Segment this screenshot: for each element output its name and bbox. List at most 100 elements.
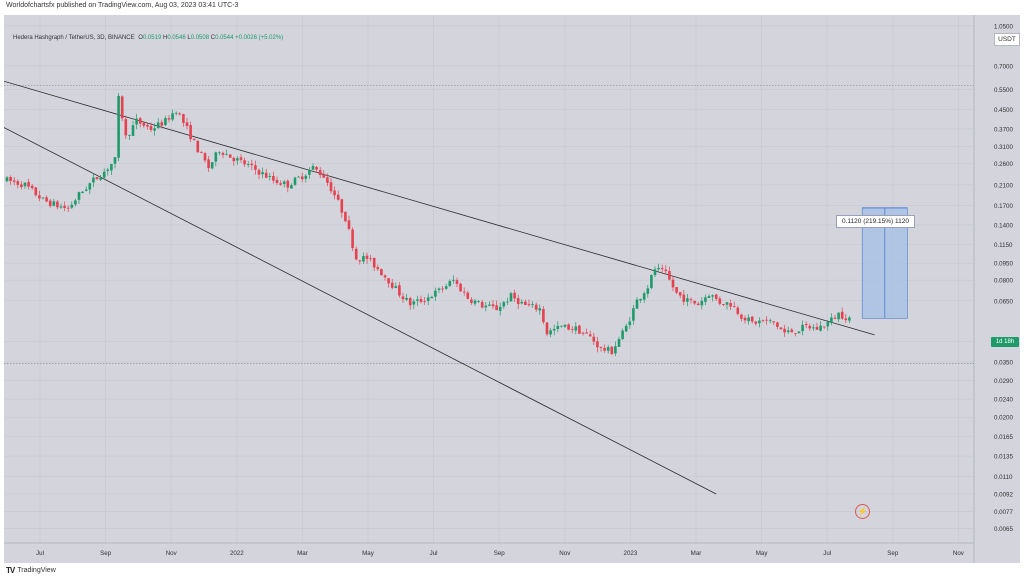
candle <box>124 115 128 139</box>
candle <box>77 191 81 204</box>
time-axis[interactable]: Jul Sep Nov 2022 Mar May Jul Sep Nov 2023 Mar May Ju… <box>36 550 965 557</box>
candle <box>12 177 16 185</box>
candle-body <box>502 302 506 307</box>
price-chart[interactable]: 1.0500 0.7000 0.5500 0.4500 0.3700 0.3100 0.26… <box>4 15 1020 563</box>
time-tick-label: Mar <box>297 550 308 557</box>
candle <box>214 151 218 167</box>
price-tick-label: 0.1700 <box>994 203 1013 210</box>
candle <box>344 211 347 223</box>
candle-body <box>772 321 776 323</box>
candle-body <box>696 303 700 306</box>
candle <box>545 322 549 337</box>
candle-body <box>56 201 59 208</box>
candle-body <box>153 128 156 131</box>
candle-body <box>178 113 182 115</box>
candle-body <box>635 299 639 309</box>
candle <box>635 297 639 309</box>
candle <box>527 299 531 307</box>
candle-body <box>203 153 207 161</box>
currency-button[interactable]: USDT <box>994 33 1020 46</box>
candle <box>603 344 606 353</box>
candle <box>239 154 243 163</box>
candle-body <box>164 118 167 126</box>
time-tick-label: 2023 <box>624 550 638 557</box>
candle <box>473 298 477 306</box>
lightning-icon[interactable]: ⚡ <box>855 504 870 519</box>
candle-body <box>729 303 732 307</box>
candle-body <box>34 187 38 196</box>
candle <box>484 302 488 312</box>
candle <box>16 179 20 189</box>
candle-body <box>585 332 588 334</box>
candle <box>225 149 228 156</box>
candle <box>9 175 12 185</box>
candle-body <box>106 169 110 171</box>
candle <box>477 299 480 303</box>
candle <box>556 321 560 333</box>
candle <box>185 117 189 130</box>
candle <box>135 113 138 130</box>
candle <box>218 151 221 156</box>
candle-body <box>599 347 603 348</box>
candle <box>268 172 272 181</box>
candle-body <box>329 182 333 192</box>
candle-body <box>714 294 718 299</box>
candle <box>308 167 311 179</box>
candle <box>743 315 747 324</box>
chart-area[interactable]: 1.0500 0.7000 0.5500 0.4500 0.3700 0.3100 0.26… <box>4 15 1020 563</box>
candle-body <box>9 176 12 181</box>
candle-body <box>128 135 131 136</box>
high-label: H <box>163 35 168 41</box>
price-axis[interactable]: 1.0500 0.7000 0.5500 0.4500 0.3700 0.3100 0.26… <box>994 23 1013 533</box>
candle-body <box>419 299 423 302</box>
candle-body <box>12 180 16 182</box>
candle <box>200 151 203 154</box>
ohlc-header: Hedera Hashgraph / TetherUS, 3D, BINANCE… <box>13 35 283 41</box>
candle-body <box>138 118 142 124</box>
time-tick-label: 2022 <box>230 550 244 557</box>
candle <box>614 341 617 357</box>
price-tick-label: 0.0200 <box>994 415 1013 422</box>
candle <box>63 201 66 212</box>
candle <box>758 317 761 328</box>
candle <box>707 294 711 299</box>
candle-body <box>779 327 783 330</box>
candle <box>358 259 362 265</box>
price-tick-label: 0.3100 <box>994 144 1013 151</box>
price-tick-label: 0.0110 <box>994 474 1013 481</box>
candle-body <box>790 329 794 333</box>
candle <box>434 287 437 301</box>
candle <box>502 300 506 310</box>
candle-body <box>275 179 279 184</box>
trendlines[interactable] <box>4 80 875 495</box>
candle <box>725 302 729 310</box>
candle <box>56 199 59 210</box>
candle-body <box>700 300 704 306</box>
candle <box>819 320 822 332</box>
candle <box>664 265 668 275</box>
candle-body <box>286 180 290 188</box>
candle-body <box>826 322 830 327</box>
candle <box>336 190 340 201</box>
candle <box>347 215 351 231</box>
candle-body <box>736 307 740 314</box>
candle-body <box>668 270 671 280</box>
price-tick-label: 0.0650 <box>994 298 1013 305</box>
candle-body <box>722 304 725 305</box>
candle-body <box>77 192 81 200</box>
last-price-tag: 1d 18h <box>991 337 1019 347</box>
low-label: L <box>187 35 191 41</box>
candle-body <box>156 122 160 128</box>
candle <box>830 313 833 326</box>
candle-body <box>5 177 9 182</box>
candle-body <box>711 295 714 297</box>
candle <box>293 176 297 186</box>
candle-body <box>506 301 509 303</box>
grid <box>4 15 974 543</box>
candle-body <box>322 174 326 178</box>
candle <box>340 198 344 218</box>
candle-body <box>758 320 761 324</box>
candle <box>750 315 754 324</box>
candle-body <box>808 325 812 329</box>
footer-brand[interactable]: TradingView <box>17 567 56 574</box>
